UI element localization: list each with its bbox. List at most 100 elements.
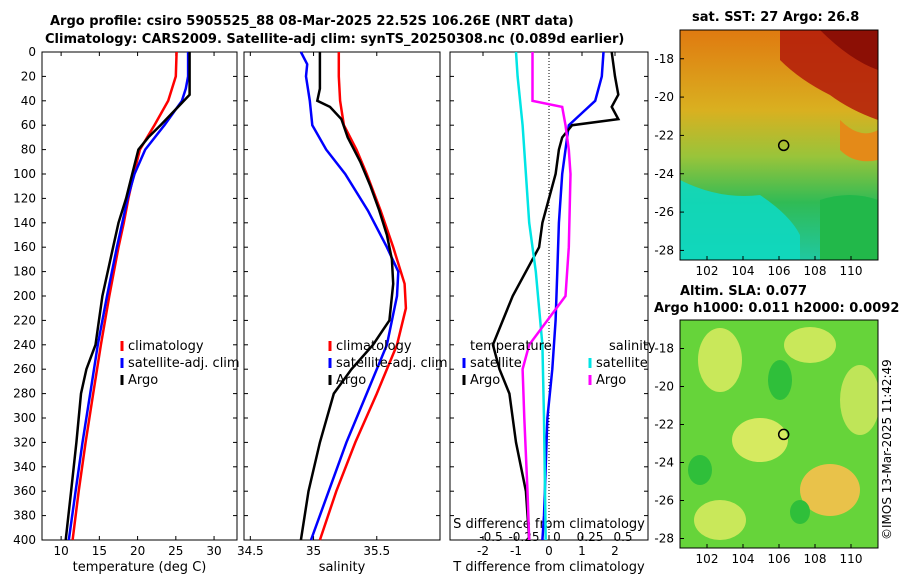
y-tick-label: 160 [13, 240, 36, 254]
series-line [71, 51, 178, 541]
y-tick-label: 360 [13, 484, 36, 498]
series-line [64, 52, 191, 541]
sla-map: 102 104 106 108 110 -18 -20 -22 -24 -26 -28 [654, 319, 879, 566]
series-line [514, 51, 547, 541]
map-x-tick-label: 108 [804, 552, 827, 566]
map-x-tick-label: 110 [840, 552, 863, 566]
sla-blob [732, 418, 788, 462]
legend-label: satellite [470, 356, 522, 371]
sla-blob [698, 328, 742, 392]
map-y-tick-label: -20 [654, 380, 674, 394]
x-tick-label: -1 [510, 544, 522, 558]
sst-hot-core [820, 30, 878, 70]
legend-label: Argo [128, 373, 158, 388]
legend-label: satellite-adj. clim [128, 356, 240, 371]
map-y-tick-label: -22 [654, 128, 674, 142]
x-tick-label: 25 [168, 544, 183, 558]
y-tick-label: 80 [21, 143, 36, 157]
legend-label: Argo [596, 373, 626, 388]
y-tick-label: 380 [13, 509, 36, 523]
x-tick-label: 0 [545, 544, 553, 558]
series-line [299, 51, 400, 541]
map-x-tick-label: 110 [840, 264, 863, 278]
sla-low-blob [768, 360, 792, 400]
legend-title: temperature [470, 339, 552, 354]
argo-location-marker [777, 139, 790, 152]
map-y-tick-label: -28 [654, 243, 674, 257]
map-x-tick-label: 104 [732, 264, 755, 278]
salinity-panel: 34.5 35 35.5 salinity climatology satellite-a… [237, 51, 448, 575]
y-tick-label: 340 [13, 460, 36, 474]
map-y-tick-label: -24 [654, 167, 674, 181]
y-tick-label: 20 [21, 69, 36, 83]
x-tick-label: -2 [477, 544, 489, 558]
axes-frame [41, 51, 238, 541]
x2-tick-label: -0.25 [508, 530, 539, 544]
y-tick-label: 120 [13, 191, 36, 205]
legend-label: satellite [596, 356, 648, 371]
map-y-tick-label: -26 [654, 494, 674, 508]
y-tick-label: 0 [28, 45, 36, 59]
map-y-tick-label: -18 [654, 342, 674, 356]
sla-map-title-line1: Altim. SLA: 0.077 [680, 284, 807, 299]
map-x-tick-label: 106 [768, 264, 791, 278]
x2-tick-label: 0.5 [613, 530, 632, 544]
x-tick-label: 34.5 [237, 544, 264, 558]
axes-frame [243, 51, 441, 541]
y-tick-label: 280 [13, 387, 36, 401]
sst-map: 102 104 106 108 110 -18 -20 -22 -24 -26 -28 [654, 29, 879, 278]
map-x-tick-label: 102 [696, 552, 719, 566]
y-tick-label: 320 [13, 435, 36, 449]
map-x-tick-label: 106 [768, 552, 791, 566]
series-line [67, 52, 190, 541]
map-y-tick-label: -26 [654, 205, 674, 219]
sla-blob [840, 365, 878, 435]
x-tick-label: 20 [130, 544, 145, 558]
x-axis-label: temperature (deg C) [73, 560, 207, 575]
sla-low-blob [790, 500, 810, 524]
x2-tick-label: 0.25 [577, 530, 604, 544]
x-tick-label: 30 [206, 544, 221, 558]
y-tick-label: 260 [13, 362, 36, 376]
sst-cool-region [680, 180, 800, 260]
sla-low-blob [688, 455, 712, 485]
series-line [299, 52, 395, 541]
y-tick-label: 220 [13, 313, 36, 327]
map-y-tick-label: -20 [654, 90, 674, 104]
y-tick-label: 100 [13, 167, 36, 181]
y-tick-label: 400 [13, 533, 36, 547]
temperature-panel: 10 15 20 25 30020406080100120140160180200220… [13, 45, 240, 575]
sst-map-title: sat. SST: 27 Argo: 26.8 [692, 10, 860, 25]
x2-tick-label: 0 [553, 530, 561, 544]
legend-title: salinity [609, 339, 656, 354]
y-tick-label: 200 [13, 289, 36, 303]
sla-map-title-line2: Argo h1000: 0.011 h2000: 0.0092 [654, 301, 900, 316]
map-y-tick-label: -18 [654, 52, 674, 66]
y-tick-label: 240 [13, 338, 36, 352]
x2-axis-label: S difference from climatology [453, 517, 645, 532]
series-line [521, 52, 572, 541]
legend-label: Argo [470, 373, 500, 388]
legend-label: climatology [128, 339, 204, 354]
map-y-tick-label: -22 [654, 418, 674, 432]
map-x-tick-label: 108 [804, 264, 827, 278]
legend-label: climatology [336, 339, 412, 354]
x-tick-label: 2 [611, 544, 619, 558]
y-tick-label: 40 [21, 94, 36, 108]
x-tick-label: 15 [92, 544, 107, 558]
argo-location-marker [777, 428, 790, 441]
x-tick-label: 35.5 [363, 544, 390, 558]
x-tick-label: 1 [578, 544, 586, 558]
series-line [318, 52, 408, 541]
map-y-tick-label: -24 [654, 456, 674, 470]
x-tick-label: 35 [306, 544, 321, 558]
y-tick-label: 300 [13, 411, 36, 425]
map-x-tick-label: 104 [732, 552, 755, 566]
x-axis-label: T difference from climatology [452, 560, 645, 575]
y-tick-label: 180 [13, 265, 36, 279]
series-line [491, 51, 621, 541]
y-tick-label: 60 [21, 118, 36, 132]
map-x-tick-label: 102 [696, 264, 719, 278]
legend-label: Argo [336, 373, 366, 388]
